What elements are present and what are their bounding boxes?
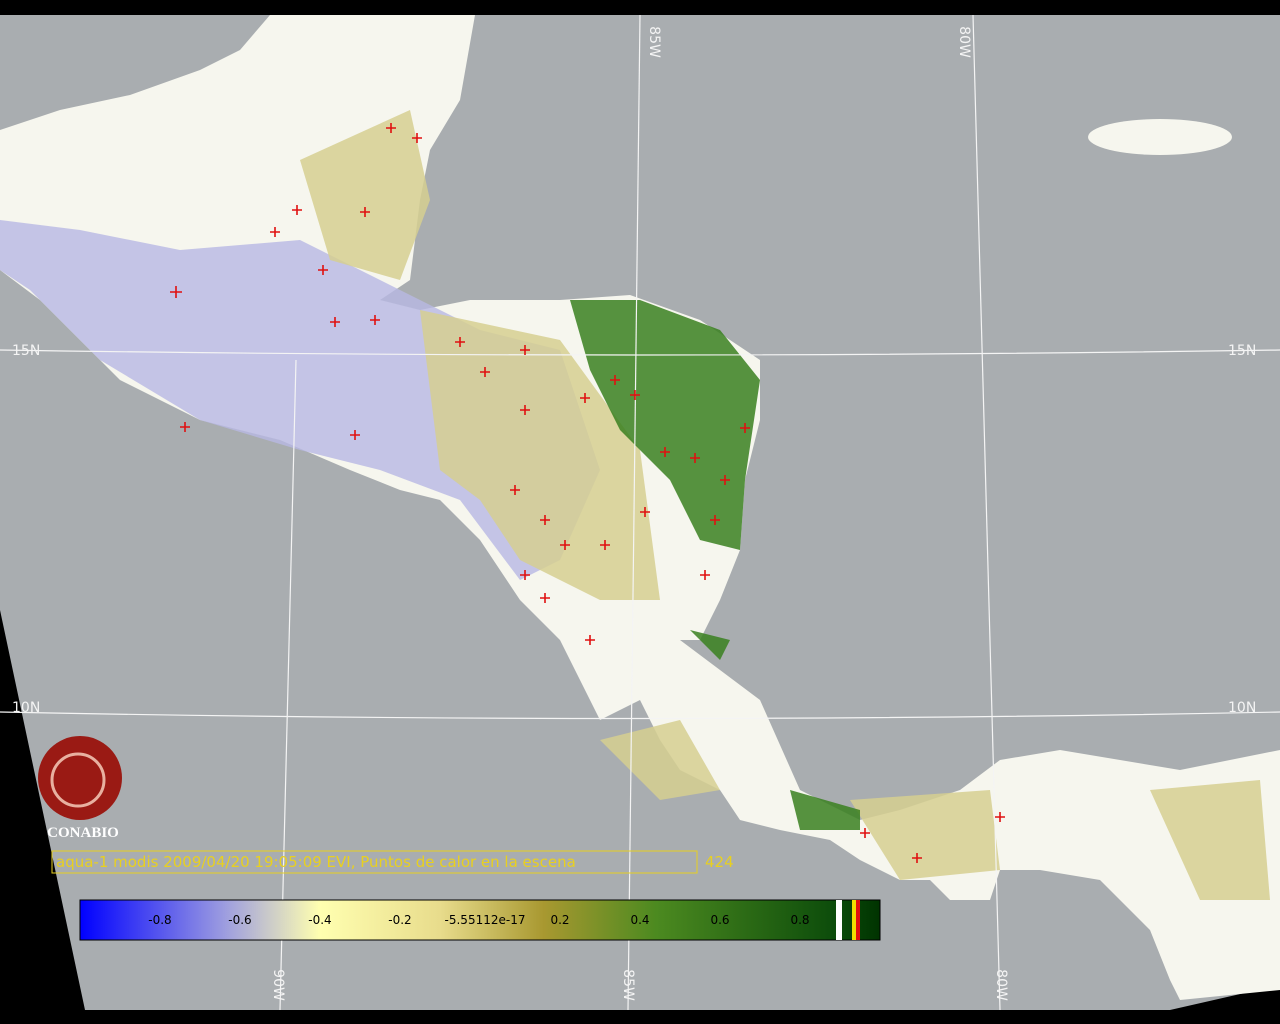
caption: aqua-1 modis 2009/04/20 19:05:09 EVI, Pu… bbox=[56, 853, 576, 871]
colorbar-label: 0.2 bbox=[550, 913, 569, 927]
grid-line bbox=[627, 14, 641, 1011]
colorbar-label: -5.55112e-17 bbox=[445, 913, 526, 927]
land-high-evi bbox=[570, 300, 860, 830]
colorbar-label: -0.2 bbox=[388, 913, 411, 927]
grid-label: 85W bbox=[646, 26, 662, 58]
grid-label: 10N bbox=[12, 700, 40, 716]
grid-label: 90W bbox=[270, 969, 286, 1001]
grid-label: 10N bbox=[1228, 700, 1256, 716]
colorbar-label: 0.4 bbox=[630, 913, 649, 927]
grid-label: 85W bbox=[620, 969, 636, 1001]
grid-label: 80W bbox=[956, 26, 972, 58]
caption-box bbox=[51, 850, 698, 874]
logo bbox=[50, 752, 106, 808]
grid-label: 80W bbox=[993, 969, 1009, 1001]
colorbar-label: 0.8 bbox=[790, 913, 809, 927]
colorbar-swatch bbox=[852, 900, 856, 940]
logo-text: CONABIO bbox=[47, 825, 119, 841]
grid-line bbox=[972, 14, 1001, 1011]
grid-label: 15N bbox=[1228, 343, 1256, 359]
land-low-evi bbox=[0, 220, 600, 580]
grid-line bbox=[0, 349, 1280, 356]
colorbar-swatch bbox=[856, 900, 860, 940]
colorbar-label: 0.6 bbox=[710, 913, 729, 927]
colorbar-labels: -0.8 -0.6 -0.4 -0.2 -5.55112e-17 0.2 0.4 0.6 0.8 bbox=[148, 913, 809, 927]
island bbox=[1088, 119, 1232, 155]
grid-line bbox=[0, 711, 1280, 720]
colorbar-label: -0.8 bbox=[148, 913, 171, 927]
grid-label: 15N bbox=[12, 343, 40, 359]
hotspot-count: 424 bbox=[705, 853, 734, 871]
colorbar-swatch bbox=[836, 900, 842, 940]
colorbar-label: -0.4 bbox=[308, 913, 331, 927]
colorbar bbox=[79, 899, 881, 941]
colorbar-label: -0.6 bbox=[228, 913, 251, 927]
land-mid-evi bbox=[300, 110, 1270, 900]
no-data bbox=[0, 610, 85, 1010]
hotspots bbox=[170, 123, 1005, 863]
